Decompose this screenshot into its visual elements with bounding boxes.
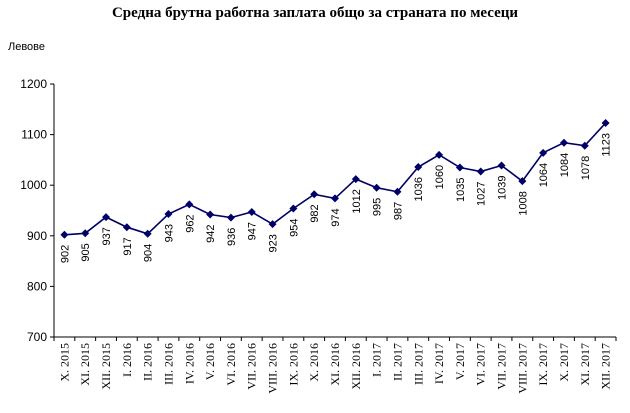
y-tick-label: 700 xyxy=(27,330,47,344)
data-point-marker xyxy=(601,118,610,127)
data-value-label: 943 xyxy=(163,224,175,242)
x-category-label: II. 2017 xyxy=(390,343,404,381)
data-point-marker xyxy=(580,141,589,150)
data-point-marker xyxy=(559,138,568,147)
x-category-label: X. 2016 xyxy=(307,343,321,382)
chart-title: Средна брутна работна заплата общо за ст… xyxy=(111,5,519,21)
data-point-marker xyxy=(435,150,444,159)
data-point-marker xyxy=(476,167,485,176)
data-value-label: 1012 xyxy=(351,189,363,213)
y-tick-label: 1000 xyxy=(20,178,47,192)
x-category-label: VI. 2017 xyxy=(474,343,488,386)
data-value-label: 982 xyxy=(309,204,321,222)
data-point-marker xyxy=(518,177,527,186)
data-point-marker xyxy=(81,229,90,238)
data-value-label: 1036 xyxy=(413,177,425,201)
x-category-label: III. 2016 xyxy=(161,343,175,385)
data-value-label: 923 xyxy=(268,234,280,252)
data-point-marker xyxy=(143,229,152,238)
data-value-label: 1078 xyxy=(580,156,592,180)
data-point-marker xyxy=(455,163,464,172)
x-category-label: XII. 2016 xyxy=(349,343,363,390)
x-category-label: V. 2016 xyxy=(203,343,217,380)
x-category-label: XII. 2015 xyxy=(99,343,113,390)
data-value-label: 936 xyxy=(226,228,238,246)
data-value-label: 942 xyxy=(205,225,217,243)
data-point-marker xyxy=(289,204,298,213)
data-value-label: 947 xyxy=(247,222,259,240)
data-point-marker xyxy=(497,161,506,170)
y-axis-unit-label: Левове xyxy=(8,41,46,53)
x-category-label: IX. 2017 xyxy=(536,343,550,386)
x-category-label: III. 2017 xyxy=(411,343,425,385)
data-point-marker xyxy=(164,210,173,219)
y-tick-label: 1100 xyxy=(21,128,47,142)
data-point-marker xyxy=(310,190,319,199)
x-category-label: IV. 2017 xyxy=(432,343,446,384)
x-category-label: V. 2017 xyxy=(453,343,467,380)
data-value-label: 904 xyxy=(143,244,155,262)
data-value-label: 1123 xyxy=(601,133,613,157)
y-tick-label: 900 xyxy=(27,229,47,243)
data-point-marker xyxy=(393,187,402,196)
x-category-label: XI. 2017 xyxy=(578,343,592,386)
data-value-label: 987 xyxy=(392,202,404,220)
data-point-marker xyxy=(185,200,194,209)
data-point-marker xyxy=(60,230,69,239)
data-point-marker xyxy=(414,162,423,171)
data-point-marker xyxy=(372,183,381,192)
data-value-label: 995 xyxy=(372,198,384,216)
x-category-label: XI. 2015 xyxy=(78,343,92,386)
data-value-label: 905 xyxy=(80,243,92,261)
x-category-label: XII. 2017 xyxy=(599,343,613,390)
data-value-label: 974 xyxy=(330,208,342,226)
data-value-label: 1084 xyxy=(559,153,571,177)
x-category-label: VIII. 2017 xyxy=(515,343,529,394)
data-value-label: 917 xyxy=(122,237,134,255)
x-category-label: II. 2016 xyxy=(141,343,155,381)
data-value-label: 1060 xyxy=(434,165,446,189)
y-tick-label: 1200 xyxy=(20,77,47,91)
data-value-label: 1008 xyxy=(517,191,529,215)
data-point-marker xyxy=(351,175,360,184)
data-point-marker xyxy=(539,148,548,157)
x-category-label: I. 2017 xyxy=(370,343,384,377)
data-value-label: 1035 xyxy=(455,177,467,201)
data-point-marker xyxy=(268,220,277,229)
x-category-label: IV. 2016 xyxy=(182,343,196,384)
x-category-label: VII. 2017 xyxy=(495,343,509,390)
data-point-marker xyxy=(102,213,111,222)
data-value-label: 954 xyxy=(288,218,300,236)
x-category-label: X. 2015 xyxy=(57,343,71,382)
data-point-marker xyxy=(247,208,256,217)
x-category-label: I. 2016 xyxy=(120,343,134,377)
data-value-label: 937 xyxy=(101,227,113,245)
data-point-marker xyxy=(331,194,339,203)
x-category-label: VI. 2016 xyxy=(224,343,238,386)
x-category-label: XI. 2016 xyxy=(328,343,342,386)
x-category-label: VIII. 2016 xyxy=(266,343,280,394)
x-category-label: IX. 2016 xyxy=(286,343,300,386)
data-point-marker xyxy=(226,213,235,222)
data-point-marker xyxy=(206,210,215,219)
data-value-label: 1027 xyxy=(476,182,488,206)
data-value-label: 902 xyxy=(59,245,71,263)
y-tick-label: 800 xyxy=(27,279,47,293)
data-value-label: 1064 xyxy=(538,163,550,187)
data-value-label: 1039 xyxy=(497,175,509,199)
data-point-marker xyxy=(122,223,131,232)
data-value-label: 962 xyxy=(184,214,196,232)
x-category-label: VII. 2016 xyxy=(245,343,259,390)
x-category-label: X. 2017 xyxy=(557,343,571,382)
